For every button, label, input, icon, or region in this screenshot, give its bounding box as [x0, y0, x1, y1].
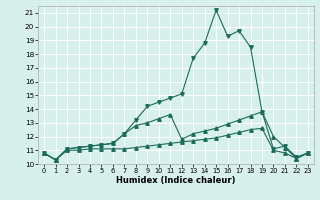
- X-axis label: Humidex (Indice chaleur): Humidex (Indice chaleur): [116, 176, 236, 185]
